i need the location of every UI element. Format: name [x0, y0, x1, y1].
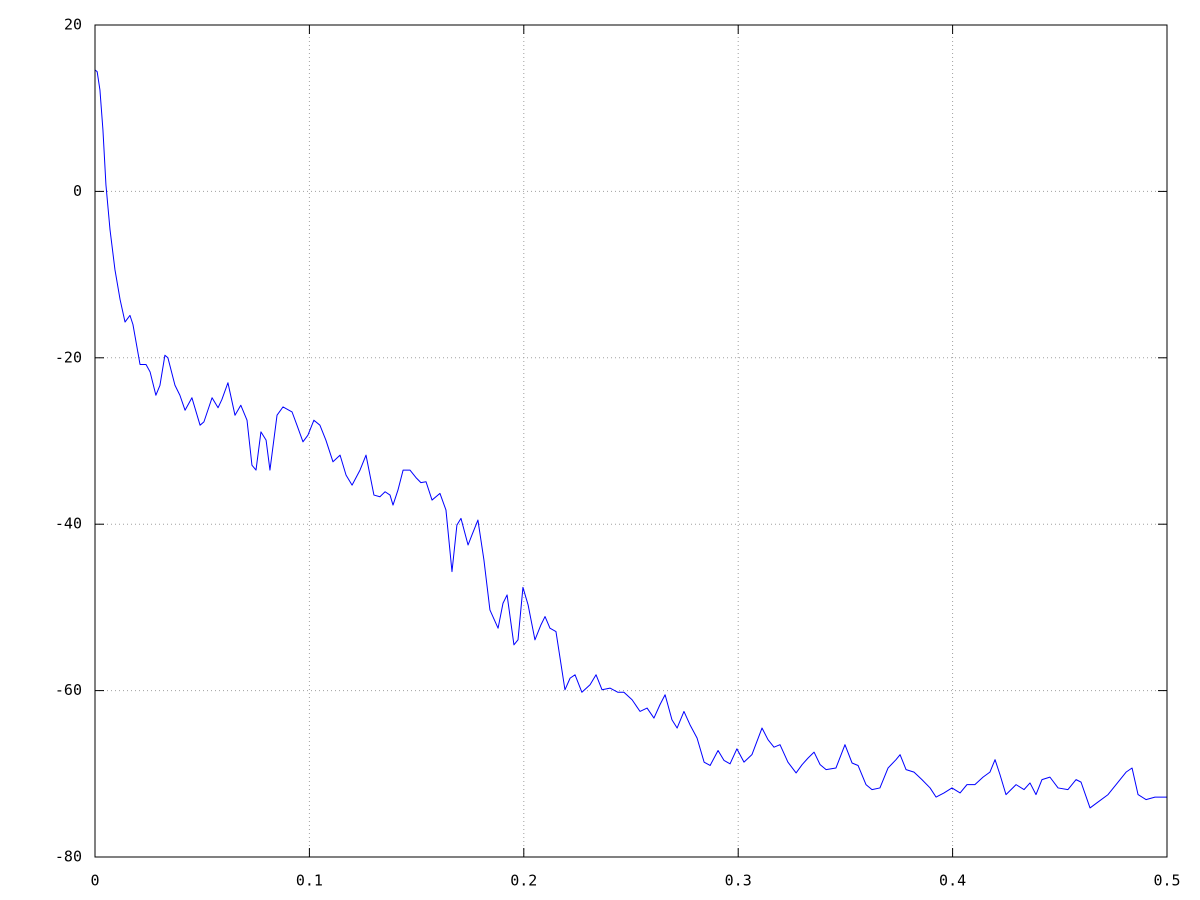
x-tick-label: 0.4 — [939, 872, 966, 890]
plot-layer — [94, 69, 1167, 809]
y-tick-label: -60 — [55, 681, 82, 699]
x-tick-label: 0.3 — [725, 872, 752, 890]
x-tick-label: 0.1 — [296, 872, 323, 890]
y-tick-label: -40 — [55, 515, 82, 533]
y-tick-label: 0 — [73, 182, 82, 200]
y-tick-label: -20 — [55, 348, 82, 366]
plot-frame — [94, 24, 1168, 858]
axes-layer: 20 0 -20 -40 -60 -80 0 0.1 0.2 0.3 0.4 0.5 — [55, 16, 1181, 890]
x-tick-label: 0 — [90, 872, 99, 890]
y-tick-label: 20 — [64, 16, 82, 34]
grid-layer — [95, 25, 1167, 857]
x-tick-label: 0.5 — [1153, 872, 1180, 890]
y-tick-label: -80 — [55, 848, 82, 866]
x-tick-label: 0.2 — [510, 872, 537, 890]
data-line — [94, 69, 1167, 809]
